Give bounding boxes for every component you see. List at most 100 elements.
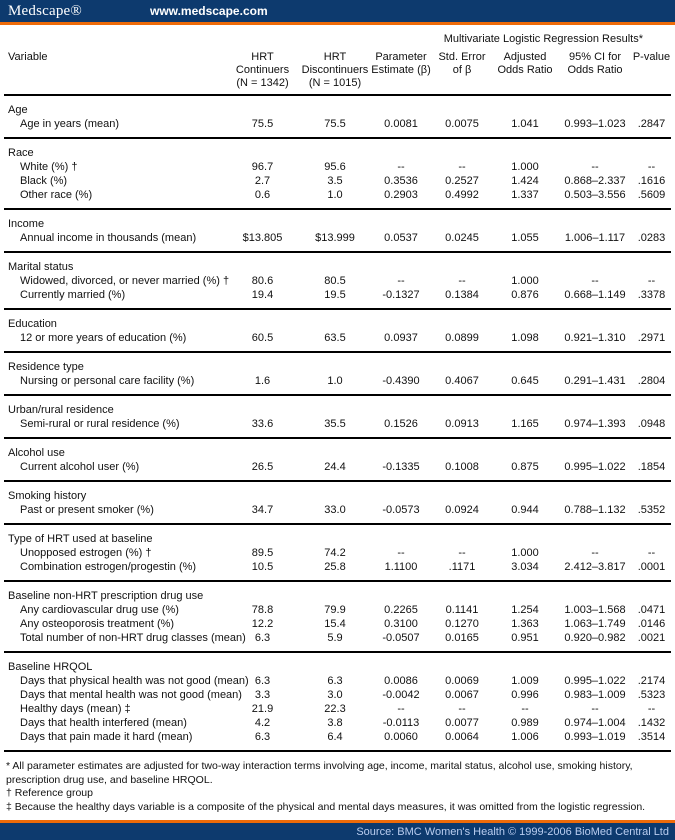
row-label: Days that mental health was not good (me…	[20, 689, 242, 701]
cell-value: 0.995–1.022	[564, 461, 626, 473]
table-row: 12 or more years of education (%) 60.5 63.…	[4, 331, 671, 352]
section-header-row: Alcohol use	[4, 438, 671, 460]
cell-value: 1.041	[511, 118, 539, 130]
cell-value: 75.5	[251, 118, 274, 130]
cell-value: 1.009	[511, 675, 539, 687]
footnote: † Reference group	[6, 787, 93, 799]
section-marital-status: Marital status Widowed, divorced, or neve…	[4, 252, 671, 309]
cell-value: 74.2	[324, 547, 346, 559]
table-header: Variable HRT Continuers (N = 1342) HRT Discon…	[4, 51, 671, 95]
cell-value: 1.006	[511, 731, 539, 743]
cell-value: 0.974–1.393	[564, 418, 626, 430]
cell-value: 2.412–3.817	[564, 561, 626, 573]
cell-value: 1.055	[511, 232, 539, 244]
cell-value: 1.063–1.749	[564, 618, 626, 630]
table-row: Days that mental health was not good (me…	[4, 688, 671, 702]
section-header-row: Smoking history	[4, 481, 671, 503]
cell-value: 0.3536	[384, 175, 418, 187]
medscape-logo: Medscape®	[8, 2, 83, 19]
cell-value: 6.3	[254, 632, 271, 644]
cell-value: --	[397, 275, 405, 287]
column-header-adjusted-odds-ratio: Adjusted Odds Ratio	[497, 51, 553, 76]
cell-value: 15.4	[324, 618, 346, 630]
section-title: Smoking history	[8, 490, 87, 502]
section-income: Income Annual income in thousands (mean) $…	[4, 209, 671, 252]
cell-value: .5323	[637, 689, 666, 701]
cell-value: 3.3	[254, 689, 271, 701]
cell-value: 60.5	[251, 332, 274, 344]
cell-value: 19.5	[324, 289, 346, 301]
cell-value: 1.0	[327, 375, 343, 387]
table-row: Unopposed estrogen (%) † 89.5 74.2 -- -- 1.00…	[4, 546, 671, 560]
cell-value: 0.951	[511, 632, 539, 644]
cell-value: 0.0937	[384, 332, 418, 344]
table-row: Any cardiovascular drug use (%) 78.8 79.9 0…	[4, 603, 671, 617]
cell-value: -0.4390	[382, 375, 420, 387]
cell-value: 0.6	[254, 189, 271, 201]
table-row: Any osteoporosis treatment (%) 12.2 15.4 0.…	[4, 617, 671, 631]
cell-value: 0.876	[511, 289, 539, 301]
section-baseline-hrqol: Baseline HRQOL Days that physical health …	[4, 652, 671, 751]
row-label: Days that physical health was not good (…	[20, 675, 249, 687]
cell-value: 1.165	[511, 418, 539, 430]
cell-value: 0.875	[511, 461, 539, 473]
column-header-hrt-discontinuers: HRT Discontinuers (N = 1015)	[301, 51, 369, 89]
section-title: Baseline HRQOL	[8, 661, 93, 673]
cell-value: 0.645	[511, 375, 539, 387]
column-header-ci-odds-ratio: 95% CI for Odds Ratio	[567, 51, 623, 76]
section-age: Age Age in years (mean) 75.5 75.5 0.0081 0.00…	[4, 95, 671, 138]
cell-value: -0.1327	[382, 289, 420, 301]
cell-value: --	[591, 703, 599, 715]
cell-value: 0.1008	[445, 461, 479, 473]
table-row: Days that health interfered (mean) 4.2 3.8…	[4, 716, 671, 730]
cell-value: -0.0507	[382, 632, 420, 644]
row-label: Days that health interfered (mean)	[20, 717, 187, 729]
section-header-row: Income	[4, 209, 671, 231]
section-title: Alcohol use	[8, 447, 65, 459]
table-row: Days that pain made it hard (mean) 6.3 6.4…	[4, 730, 671, 751]
cell-value: --	[647, 275, 656, 287]
cell-value: 0.983–1.009	[564, 689, 626, 701]
cell-value: 0.2527	[445, 175, 479, 187]
cell-value: 1.424	[511, 175, 539, 187]
section-residence-type: Residence type Nursing or personal care f…	[4, 352, 671, 395]
cell-value: 0.291–1.431	[564, 375, 626, 387]
cell-value: 80.5	[324, 275, 346, 287]
section-title: Urban/rural residence	[8, 404, 114, 416]
cell-value: 0.0165	[445, 632, 479, 644]
table-row: Healthy days (mean) ‡ 21.9 22.3 -- -- -- -- --	[4, 702, 671, 716]
cell-value: --	[458, 275, 466, 287]
cell-value: 1.000	[511, 275, 539, 287]
cell-value: --	[647, 703, 656, 715]
cell-value: 0.993–1.023	[564, 118, 626, 130]
table-row: Other race (%) 0.6 1.0 0.2903 0.4992 1.337 0.5…	[4, 188, 671, 209]
footnotes: * All parameter estimates are adjusted f…	[6, 760, 669, 814]
cell-value: .1432	[637, 717, 666, 729]
section-header-row: Residence type	[4, 352, 671, 374]
cell-value: 0.944	[511, 504, 539, 516]
section-urban-rural-residence: Urban/rural residence Semi-rural or rural…	[4, 395, 671, 438]
row-label: Combination estrogen/progestin (%)	[20, 561, 197, 573]
cell-value: .2847	[637, 118, 666, 130]
row-label: Unopposed estrogen (%) †	[20, 547, 152, 559]
cell-value: 0.0075	[445, 118, 479, 130]
table-row: Age in years (mean) 75.5 75.5 0.0081 0.0075 1…	[4, 117, 671, 138]
cell-value: 4.2	[254, 717, 271, 729]
cell-value: 0.788–1.132	[564, 504, 626, 516]
cell-value: 0.0067	[445, 689, 479, 701]
cell-value: 0.668–1.149	[564, 289, 626, 301]
cell-value: 3.0	[327, 689, 343, 701]
cell-value: .0001	[637, 561, 666, 573]
row-label: Healthy days (mean) ‡	[20, 703, 131, 715]
row-label: Days that pain made it hard (mean)	[20, 731, 193, 743]
cell-value: .1171	[448, 561, 476, 573]
cell-value: 6.3	[254, 731, 271, 743]
row-label: Age in years (mean)	[20, 118, 120, 130]
cell-value: --	[521, 703, 529, 715]
section-title: Income	[8, 218, 45, 230]
cell-value: 22.3	[324, 703, 346, 715]
table-row: Currently married (%) 19.4 19.5 -0.1327 0.13…	[4, 288, 671, 309]
section-header-row: Education	[4, 309, 671, 331]
header-bar: Medscape® www.medscape.com	[0, 0, 675, 22]
cell-value: 0.0060	[384, 731, 418, 743]
